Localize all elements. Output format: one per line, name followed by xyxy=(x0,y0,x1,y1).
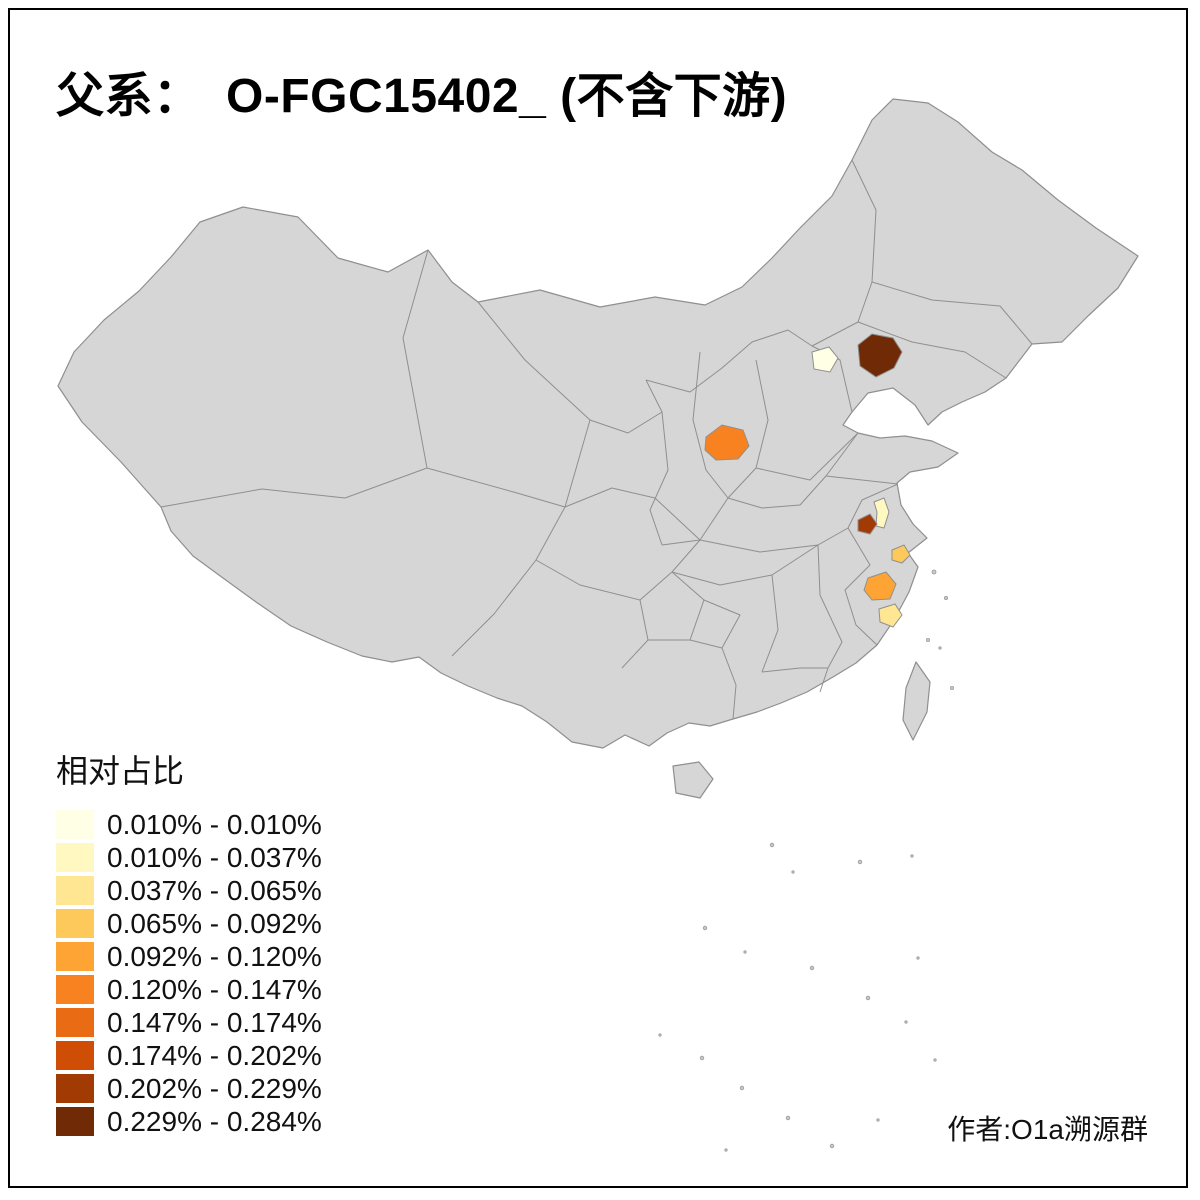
legend-swatch xyxy=(56,1041,94,1070)
legend-swatch xyxy=(56,876,94,905)
legend-item: 0.010% - 0.037% xyxy=(56,841,322,874)
legend-item: 0.229% - 0.284% xyxy=(56,1105,322,1138)
legend-swatch xyxy=(56,942,94,971)
legend-label: 0.174% - 0.202% xyxy=(107,1039,322,1071)
province-borders xyxy=(160,159,1033,720)
legend: 相对占比 0.010% - 0.010% 0.010% - 0.037% 0.037… xyxy=(56,746,322,1138)
mainland-outline xyxy=(57,98,1139,749)
region-shanxi xyxy=(704,424,750,461)
legend-label: 0.010% - 0.010% xyxy=(107,808,322,840)
legend-items: 0.010% - 0.010% 0.010% - 0.037% 0.037% - 0… xyxy=(56,808,322,1138)
page-title: 父系： O-FGC15402_ (不含下游) xyxy=(56,70,788,123)
legend-swatch xyxy=(56,1074,94,1103)
highlighted-regions-layer xyxy=(704,333,911,628)
region-beijing xyxy=(811,346,839,373)
region-east-zhejiang xyxy=(878,603,903,628)
legend-label: 0.147% - 0.174% xyxy=(107,1006,322,1038)
region-jiangsu-strip xyxy=(873,497,890,529)
legend-swatch xyxy=(56,975,94,1004)
hainan-island xyxy=(672,761,714,799)
legend-swatch xyxy=(56,810,94,839)
legend-swatch xyxy=(56,909,94,938)
legend-swatch xyxy=(56,1107,94,1136)
region-south-jiangsu xyxy=(891,544,911,564)
legend-label: 0.120% - 0.147% xyxy=(107,973,322,1005)
legend-label: 0.202% - 0.229% xyxy=(107,1072,322,1104)
legend-item: 0.010% - 0.010% xyxy=(56,808,322,841)
legend-item: 0.037% - 0.065% xyxy=(56,874,322,907)
legend-label: 0.092% - 0.120% xyxy=(107,940,322,972)
taiwan-island xyxy=(902,661,931,741)
legend-item: 0.120% - 0.147% xyxy=(56,973,322,1006)
legend-label: 0.037% - 0.065% xyxy=(107,874,322,906)
legend-label: 0.065% - 0.092% xyxy=(107,907,322,939)
legend-label: 0.229% - 0.284% xyxy=(107,1105,322,1137)
region-zhejiang xyxy=(863,571,897,601)
legend-item: 0.174% - 0.202% xyxy=(56,1039,322,1072)
legend-item: 0.202% - 0.229% xyxy=(56,1072,322,1105)
legend-swatch xyxy=(56,843,94,872)
legend-item: 0.092% - 0.120% xyxy=(56,940,322,973)
region-nanjing xyxy=(857,513,878,535)
south-china-sea-islands xyxy=(658,569,955,1152)
legend-title: 相对占比 xyxy=(56,753,185,789)
legend-label: 0.010% - 0.037% xyxy=(107,841,322,873)
region-liaoning xyxy=(857,333,903,378)
author-credit: 作者:O1a溯源群 xyxy=(947,1114,1148,1145)
legend-item: 0.065% - 0.092% xyxy=(56,907,322,940)
legend-swatch xyxy=(56,1008,94,1037)
legend-item: 0.147% - 0.174% xyxy=(56,1006,322,1039)
